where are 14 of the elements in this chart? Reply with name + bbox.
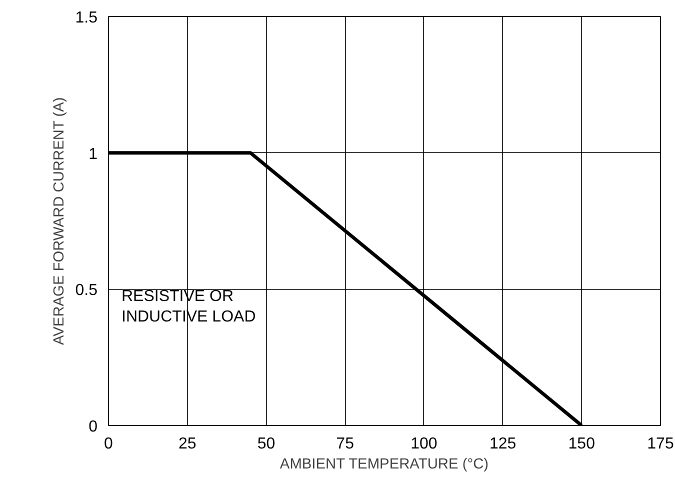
x-tick-label: 75 xyxy=(336,436,354,452)
x-tick-label: 25 xyxy=(178,436,196,452)
x-tick-label: 125 xyxy=(489,436,516,452)
y-tick-label: 1 xyxy=(88,146,98,163)
x-tick-label: 0 xyxy=(104,436,114,452)
x-tick-label: 50 xyxy=(257,436,276,452)
y-tick-label: 0.5 xyxy=(75,282,98,300)
x-tick-label: 175 xyxy=(647,436,674,452)
y-axis-title: AVERAGE FORWARD CURRENT (A) xyxy=(51,97,68,346)
y-tick-label: 0 xyxy=(88,418,98,436)
x-tick-label: 150 xyxy=(568,436,596,452)
x-tick-label: 100 xyxy=(410,436,438,452)
y-tick-label: 1.5 xyxy=(75,10,98,26)
x-axis-title: AMBIENT TEMPERATURE (°C) xyxy=(280,456,489,472)
